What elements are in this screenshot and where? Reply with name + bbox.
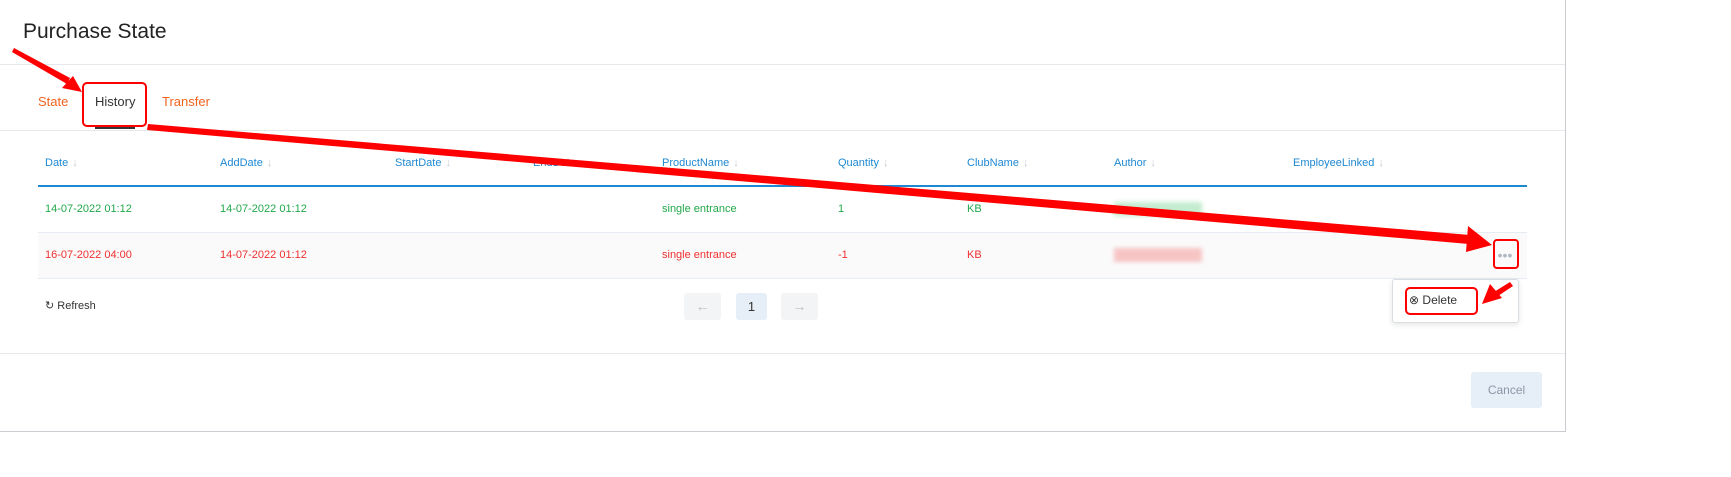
refresh-button[interactable]: ↻ Refresh xyxy=(45,299,96,312)
cell-date: 14-07-2022 01:12 xyxy=(45,203,132,215)
divider xyxy=(0,130,1565,131)
cell-clubname: KB xyxy=(967,203,982,215)
column-label: AddDate xyxy=(220,157,263,169)
sort-arrow-icon: ↓ xyxy=(1022,157,1029,169)
column-label: StartDate xyxy=(395,157,442,169)
cell-adddate: 14-07-2022 01:12 xyxy=(220,249,307,261)
more-options-icon[interactable]: ••• xyxy=(1497,247,1513,263)
cell-clubname: KB xyxy=(967,249,982,261)
row-context-menu: ⊗ Delete xyxy=(1392,279,1519,323)
active-tab-indicator xyxy=(95,127,135,129)
sort-arrow-icon: ↓ xyxy=(445,157,451,169)
column-label: EndDate xyxy=(533,157,576,169)
tab-state[interactable]: State xyxy=(38,94,69,109)
divider xyxy=(0,353,1565,354)
divider xyxy=(0,64,1565,65)
cell-productname: single entrance xyxy=(662,203,737,215)
column-label: Date xyxy=(45,157,69,169)
cell-author-redacted xyxy=(1114,248,1202,262)
column-label: ClubName xyxy=(967,157,1019,169)
sort-arrow-icon: ↓ xyxy=(579,157,586,169)
cell-date: 16-07-2022 04:00 xyxy=(45,249,132,261)
page-title: Purchase State xyxy=(23,20,167,43)
cell-productname: single entrance xyxy=(662,249,737,261)
column-employeelinked[interactable]: EmployeeLinked ↓ xyxy=(1293,157,1384,169)
prev-page-button[interactable]: ← xyxy=(684,293,721,320)
column-productname[interactable]: ProductName ↓ xyxy=(662,157,739,169)
column-date[interactable]: Date ↓ xyxy=(45,157,78,169)
sort-arrow-icon: ↓ xyxy=(72,157,78,169)
sort-arrow-icon: ↓ xyxy=(1150,157,1156,169)
column-enddate[interactable]: EndDate ↓ xyxy=(533,157,585,169)
page-1-button[interactable]: 1 xyxy=(736,293,767,320)
table-row: 14-07-2022 01:12 14-07-2022 01:12 single… xyxy=(38,187,1527,233)
cancel-button[interactable]: Cancel xyxy=(1471,372,1542,408)
delete-icon: ⊗ xyxy=(1409,293,1420,307)
column-author[interactable]: Author ↓ xyxy=(1114,157,1156,169)
column-label: EmployeeLinked xyxy=(1293,157,1375,169)
sort-arrow-icon: ↓ xyxy=(1378,157,1384,169)
cell-adddate: 14-07-2022 01:12 xyxy=(220,203,307,215)
column-label: Author xyxy=(1114,157,1147,169)
cell-author-redacted xyxy=(1114,202,1202,216)
dialog: Purchase State State History Transfer Da… xyxy=(0,0,1566,432)
table-row: 16-07-2022 04:00 14-07-2022 01:12 single… xyxy=(38,233,1527,279)
sort-arrow-icon: ↓ xyxy=(266,157,273,169)
refresh-label: Refresh xyxy=(57,300,96,312)
column-label: ProductName xyxy=(662,157,730,169)
sort-arrow-icon: ↓ xyxy=(733,157,739,169)
refresh-icon: ↻ xyxy=(45,300,55,312)
cell-quantity: 1 xyxy=(838,203,845,215)
delete-menu-item[interactable]: ⊗ Delete xyxy=(1409,293,1457,307)
column-quantity[interactable]: Quantity ↓ xyxy=(838,157,888,169)
column-startdate[interactable]: StartDate ↓ xyxy=(395,157,451,169)
cell-quantity: -1 xyxy=(838,249,848,261)
column-label: Quantity xyxy=(838,157,879,169)
next-page-button[interactable]: → xyxy=(781,293,818,320)
sort-arrow-icon: ↓ xyxy=(882,157,889,169)
column-clubname[interactable]: ClubName ↓ xyxy=(967,157,1028,169)
column-adddate[interactable]: AddDate ↓ xyxy=(220,157,272,169)
delete-label: Delete xyxy=(1422,293,1458,307)
tab-history[interactable]: History xyxy=(95,94,136,109)
tab-transfer[interactable]: Transfer xyxy=(162,94,210,109)
